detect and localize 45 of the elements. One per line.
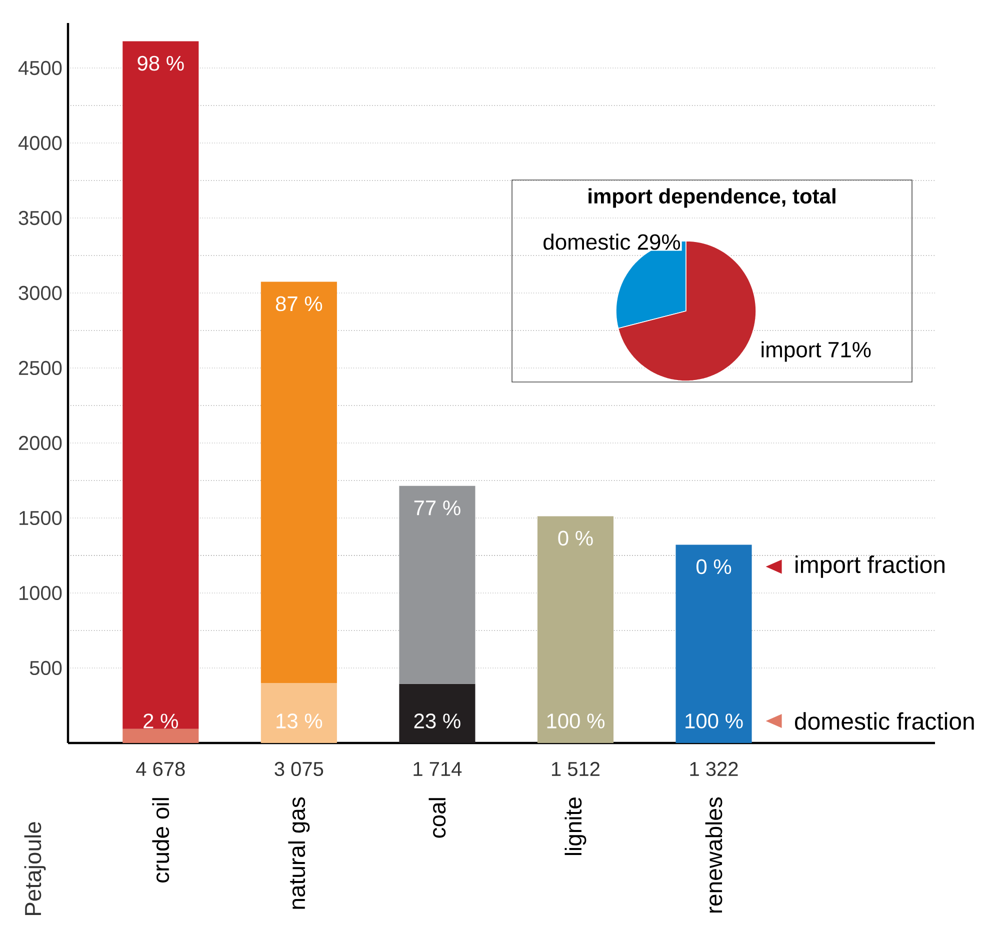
total-label: 4 678 [136, 762, 185, 776]
x-tick-label: crude oil [152, 798, 170, 882]
x-tick-label: coal [428, 798, 446, 838]
data-label: 71% [828, 342, 871, 358]
legend-label: domestic fraction [794, 712, 974, 730]
x-tick-label: natural gas [288, 797, 310, 909]
annotation: 2 % [144, 714, 178, 728]
y-tick-label: 1000 [20, 586, 62, 600]
y-axis-title: Petajoule [24, 822, 46, 916]
legend-label: import fraction [796, 556, 944, 578]
data-label: 29% [638, 234, 680, 250]
annotation: 77 % [414, 500, 460, 516]
total-label: 1 322 [690, 762, 738, 776]
y-tick-label: 3500 [18, 210, 62, 226]
x-tick-label: lignite [564, 798, 586, 856]
annotation: 0 % [558, 530, 593, 546]
chart-title: import dependence, total [588, 188, 836, 208]
bar [537, 516, 614, 743]
bar [122, 728, 199, 743]
annotation: 0 % [696, 559, 732, 574]
bar [260, 682, 337, 743]
bar [676, 544, 752, 743]
bar [399, 486, 476, 684]
bar [122, 41, 199, 729]
x-tick-label: renewables [705, 797, 722, 913]
total-label: 1 714 [414, 762, 462, 776]
y-tick-label: 4000 [18, 136, 62, 150]
y-tick-label: 2000 [18, 436, 62, 450]
annotation: 100 % [547, 714, 604, 728]
y-tick-label: 4500 [18, 60, 62, 76]
total-label: 3 075 [274, 762, 324, 776]
total-label: 1 512 [552, 762, 600, 776]
bar [399, 684, 476, 743]
annotation: 98 % [138, 56, 184, 71]
slice-label: domestic [544, 234, 630, 250]
y-tick-label: 2500 [18, 360, 62, 376]
slice-label: import [762, 341, 822, 362]
bar [260, 282, 337, 683]
annotation: 87 % [276, 296, 322, 312]
y-tick-label: 3000 [18, 286, 62, 300]
annotation: 23 % [414, 714, 460, 728]
y-tick-label: 1500 [20, 510, 62, 526]
annotation: 13 % [276, 714, 322, 728]
annotation: 100 % [686, 714, 743, 728]
y-tick-label: 500 [30, 660, 62, 676]
